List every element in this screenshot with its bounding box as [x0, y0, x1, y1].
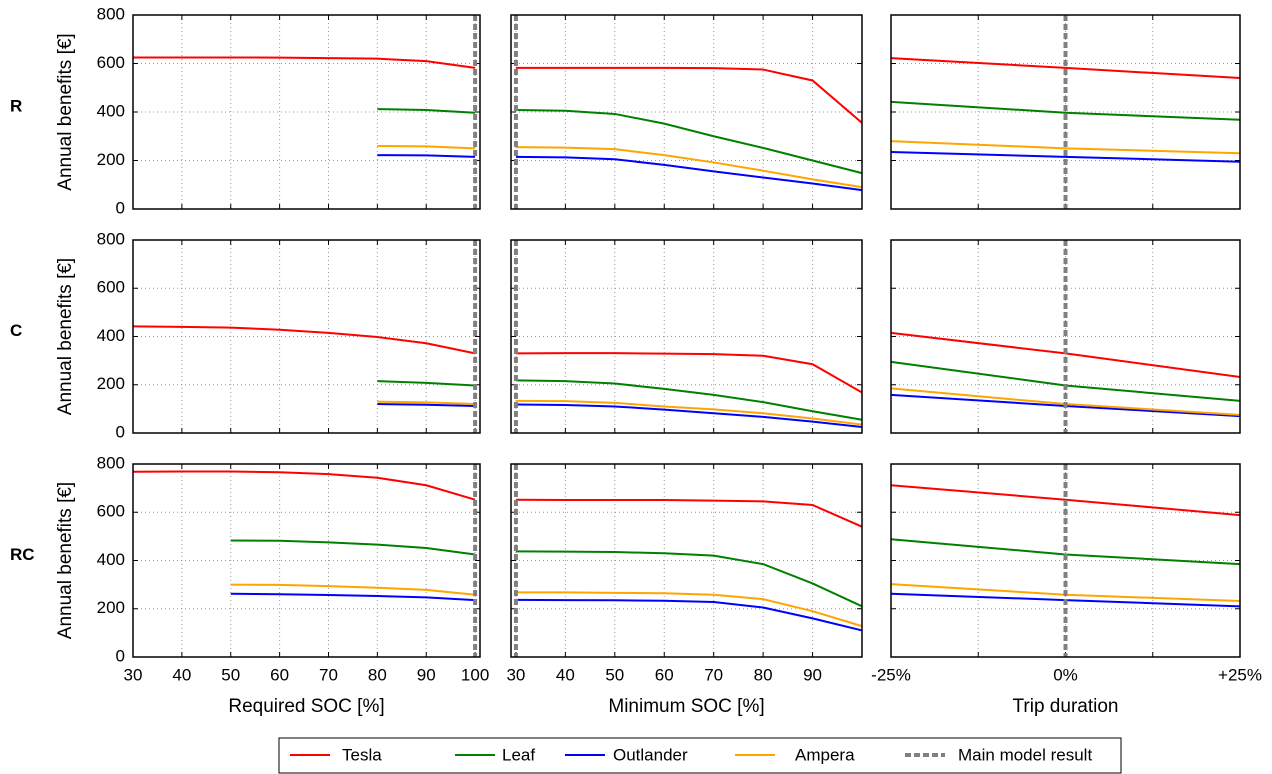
series-line	[515, 498, 863, 528]
axes-frame	[890, 14, 1241, 210]
y-axis-label: Annual benefits [€]	[55, 33, 76, 190]
x-tick-label: +25%	[1218, 665, 1262, 684]
series-line	[890, 484, 1241, 517]
series-line	[890, 57, 1241, 80]
x-tick-label: 60	[270, 665, 289, 684]
series-line	[515, 598, 863, 632]
x-tick-label: 30	[506, 665, 525, 684]
series-line	[515, 399, 863, 426]
x-tick-label: 60	[655, 665, 674, 684]
x-tick-label: 80	[754, 665, 773, 684]
x-tick-label: 50	[605, 665, 624, 684]
series-line	[890, 151, 1241, 163]
row-label: RC	[10, 545, 35, 564]
axes-frame	[510, 14, 863, 210]
x-axis-label: Required SOC [%]	[228, 696, 384, 717]
legend-label: Outlander	[613, 745, 688, 764]
series-line	[377, 400, 476, 406]
y-tick-label: 600	[97, 53, 125, 72]
series-line	[133, 56, 476, 69]
y-axis-label: Annual benefits [€]	[55, 482, 76, 639]
series-line	[132, 325, 476, 355]
row-label: C	[10, 321, 22, 340]
y-tick-label: 200	[97, 374, 125, 393]
y-tick-label: 800	[97, 4, 125, 23]
axes-frame	[132, 14, 481, 210]
y-tick-label: 600	[97, 502, 125, 521]
axes-frame	[132, 239, 481, 434]
axes-frame	[510, 239, 863, 434]
series-line	[890, 100, 1241, 121]
axes-frame	[510, 463, 863, 658]
y-axis-label: Annual benefits [€]	[55, 258, 76, 415]
x-tick-label: 30	[124, 665, 143, 684]
x-tick-label: 90	[417, 665, 436, 684]
legend-label: Ampera	[795, 745, 855, 764]
legend-label: Main model result	[958, 745, 1092, 764]
y-tick-label: 0	[116, 422, 125, 441]
x-tick-label: 100	[461, 665, 489, 684]
x-tick-label: 40	[556, 665, 575, 684]
x-tick-label: 40	[172, 665, 191, 684]
x-tick-label: 70	[704, 665, 723, 684]
series-line	[132, 470, 476, 501]
x-axis-label: Trip duration	[1013, 696, 1119, 717]
legend-label: Tesla	[342, 745, 382, 764]
x-axis-label: Minimum SOC [%]	[608, 696, 764, 717]
series-line	[377, 380, 476, 387]
series-line	[515, 352, 863, 394]
series-line	[515, 591, 863, 628]
series-line	[377, 154, 476, 158]
series-line	[230, 539, 476, 556]
series-line	[515, 550, 863, 608]
y-tick-label: 800	[97, 229, 125, 248]
series-line	[515, 379, 863, 421]
series-line	[377, 403, 476, 407]
series-line	[515, 146, 863, 189]
y-tick-label: 200	[97, 150, 125, 169]
legend-label: Leaf	[502, 745, 535, 764]
series-line	[230, 592, 476, 602]
x-tick-label: 0%	[1053, 665, 1078, 684]
x-tick-label: 80	[368, 665, 387, 684]
y-tick-label: 0	[116, 198, 125, 217]
y-tick-label: 0	[116, 646, 125, 665]
series-line	[515, 66, 863, 124]
axes-frame	[890, 463, 1241, 658]
series-line	[230, 583, 476, 596]
axes-frame	[890, 239, 1241, 434]
series-line	[377, 108, 476, 114]
series-line	[515, 109, 863, 175]
legend-box	[278, 737, 1122, 774]
series-line	[515, 403, 863, 428]
series-line	[890, 140, 1241, 155]
series-line	[515, 155, 863, 192]
row-label: R	[10, 96, 22, 115]
series-line	[377, 144, 476, 150]
x-tick-label: 50	[221, 665, 240, 684]
y-tick-label: 400	[97, 101, 125, 120]
x-tick-label: 90	[803, 665, 822, 684]
y-tick-label: 400	[97, 326, 125, 345]
y-tick-label: 800	[97, 453, 125, 472]
y-tick-label: 600	[97, 278, 125, 297]
x-tick-label: 70	[319, 665, 338, 684]
x-tick-label: -25%	[871, 665, 911, 684]
y-tick-label: 200	[97, 598, 125, 617]
axes-frame	[132, 463, 481, 658]
y-tick-label: 400	[97, 550, 125, 569]
